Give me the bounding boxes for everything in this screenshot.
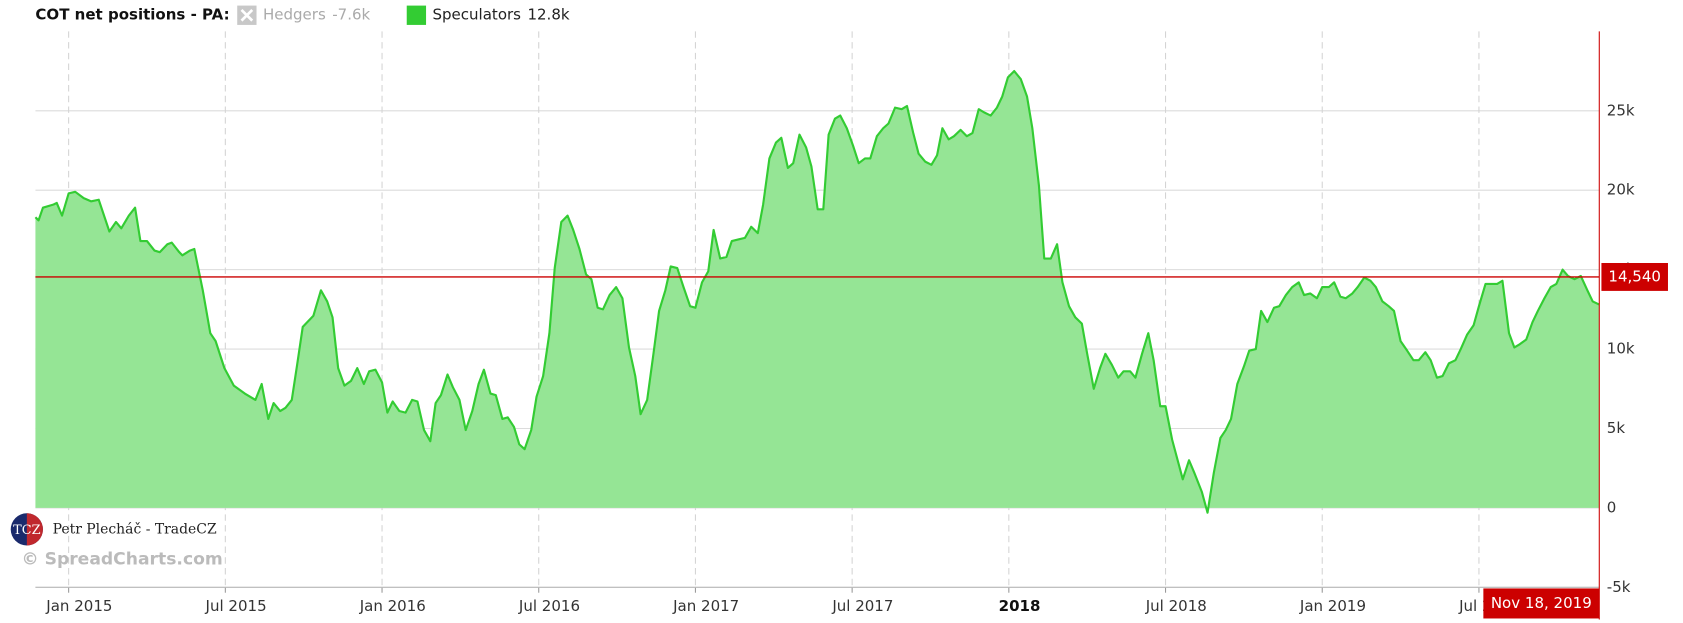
plot (34, 69, 1600, 514)
reference-label-bg (1601, 262, 1668, 291)
legend-off-mark (240, 8, 254, 22)
legend-label: Speculators (432, 6, 521, 24)
legend: Hedgers -7.6k Speculators 12.8k (237, 5, 570, 25)
y-tick-label: 5k (1607, 419, 1626, 437)
x-tick-label: 2018 (999, 597, 1041, 615)
legend-value: 12.8k (527, 6, 569, 24)
chart-title: COT net positions - PA: (35, 6, 229, 24)
legend-label: Hedgers (263, 6, 326, 24)
x-tick-label: Jan 2016 (359, 597, 426, 615)
line (34, 69, 1600, 514)
x-tick-label: Jan 2019 (1299, 597, 1366, 615)
credit: TCZ Petr Plecháč - TradeCZ © SpreadChart… (10, 513, 223, 569)
area (35, 71, 1600, 513)
reference-label: 14,540 (1608, 267, 1661, 285)
legend-value: -7.6k (332, 6, 370, 24)
legend-swatch (406, 5, 427, 25)
x-tick-label: Jul 2017 (831, 597, 893, 615)
cursor-label: Nov 18, 2019 (1491, 594, 1592, 612)
y-tick-label: -5k (1607, 578, 1631, 596)
legend-item[interactable]: Hedgers -7.6k (237, 5, 371, 25)
x-tick-label: Jul 2016 (518, 597, 580, 615)
legend-item[interactable]: Speculators 12.8k (406, 5, 570, 25)
y-tick-label: 20k (1607, 181, 1635, 199)
cursor-label-bg (1483, 588, 1600, 619)
x-tick-label: Jan 2017 (672, 597, 739, 615)
x-tick-label: Jul 2018 (1145, 597, 1207, 615)
y-tick-label: 25k (1607, 101, 1635, 119)
credit-author: Petr Plecháč - TradeCZ (53, 521, 217, 537)
y-tick-label: 0 (1607, 498, 1617, 516)
logo-half (26, 513, 43, 546)
y-tick-label: 10k (1607, 340, 1635, 358)
x-tick-label: Jan 2015 (45, 597, 112, 615)
credit-source: © SpreadCharts.com (21, 549, 222, 569)
x-tick-label: Jul 2015 (205, 597, 267, 615)
logo-text: TCZ (13, 523, 40, 538)
